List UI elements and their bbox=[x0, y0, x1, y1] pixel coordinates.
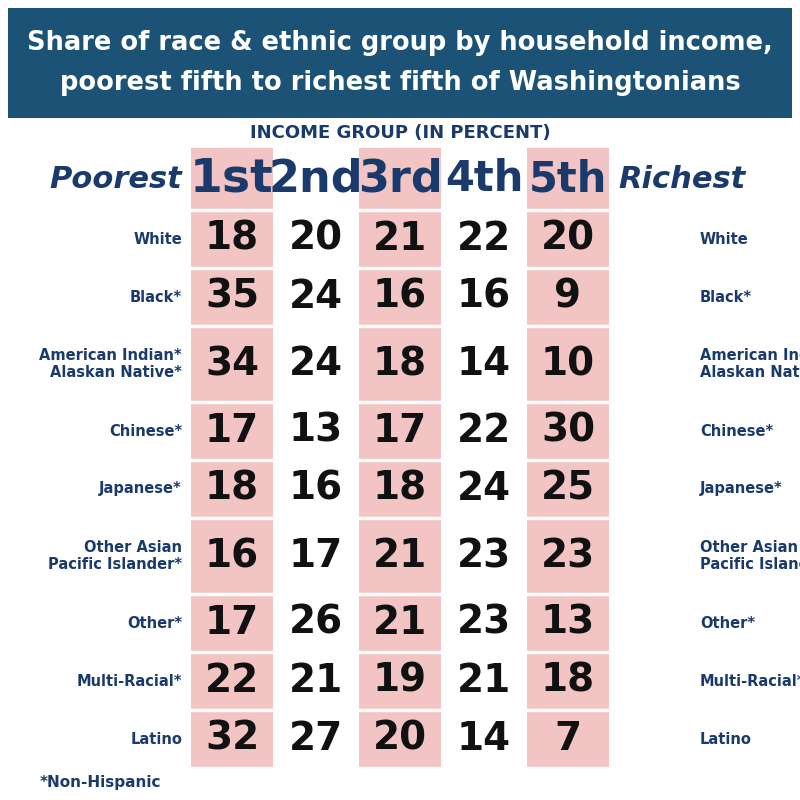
FancyBboxPatch shape bbox=[275, 148, 357, 768]
Text: Black*: Black* bbox=[700, 290, 752, 305]
Text: 17: 17 bbox=[205, 412, 259, 450]
Text: Latino: Latino bbox=[130, 731, 182, 746]
Text: White: White bbox=[700, 231, 749, 246]
Text: 17: 17 bbox=[289, 537, 343, 575]
Text: 20: 20 bbox=[289, 220, 343, 258]
Text: 18: 18 bbox=[373, 470, 427, 508]
Text: Other Asian
Pacific Islander*: Other Asian Pacific Islander* bbox=[700, 540, 800, 572]
Text: 9: 9 bbox=[554, 278, 582, 316]
Text: 26: 26 bbox=[289, 604, 343, 642]
Text: 2nd: 2nd bbox=[269, 158, 363, 201]
Text: INCOME GROUP (IN PERCENT): INCOME GROUP (IN PERCENT) bbox=[250, 124, 550, 142]
Text: 14: 14 bbox=[457, 720, 511, 758]
Text: 23: 23 bbox=[457, 537, 511, 575]
Text: Other*: Other* bbox=[700, 615, 755, 630]
Text: 3rd: 3rd bbox=[358, 158, 442, 201]
Text: 21: 21 bbox=[289, 662, 343, 700]
Text: 17: 17 bbox=[205, 604, 259, 642]
Text: 4th: 4th bbox=[445, 158, 523, 200]
Text: 17: 17 bbox=[373, 412, 427, 450]
Text: Other*: Other* bbox=[127, 615, 182, 630]
Text: 23: 23 bbox=[541, 537, 595, 575]
Text: 18: 18 bbox=[373, 345, 427, 383]
FancyBboxPatch shape bbox=[443, 148, 525, 768]
Text: American Indian*
Alaskan Native*: American Indian* Alaskan Native* bbox=[39, 348, 182, 380]
Text: 13: 13 bbox=[289, 412, 343, 450]
Text: 20: 20 bbox=[541, 220, 595, 258]
Text: 22: 22 bbox=[457, 412, 511, 450]
Text: 22: 22 bbox=[457, 220, 511, 258]
Text: 19: 19 bbox=[373, 662, 427, 700]
Text: 18: 18 bbox=[205, 220, 259, 258]
Text: 25: 25 bbox=[541, 470, 595, 508]
Text: 18: 18 bbox=[541, 662, 595, 700]
Text: 21: 21 bbox=[373, 604, 427, 642]
Text: 21: 21 bbox=[373, 537, 427, 575]
Text: Chinese*: Chinese* bbox=[109, 423, 182, 438]
Text: 27: 27 bbox=[289, 720, 343, 758]
Text: 21: 21 bbox=[373, 220, 427, 258]
Text: 7: 7 bbox=[554, 720, 582, 758]
FancyBboxPatch shape bbox=[191, 148, 273, 768]
FancyBboxPatch shape bbox=[8, 8, 792, 118]
Text: 20: 20 bbox=[373, 720, 427, 758]
Text: Richest: Richest bbox=[618, 165, 746, 194]
Text: 16: 16 bbox=[289, 470, 343, 508]
Text: 34: 34 bbox=[205, 345, 259, 383]
Text: Multi-Racial*: Multi-Racial* bbox=[77, 674, 182, 689]
Text: *Non-Hispanic: *Non-Hispanic bbox=[40, 775, 162, 790]
Text: Other Asian
Pacific Islander*: Other Asian Pacific Islander* bbox=[48, 540, 182, 572]
Text: 16: 16 bbox=[373, 278, 427, 316]
Text: 16: 16 bbox=[205, 537, 259, 575]
Text: Japanese*: Japanese* bbox=[99, 482, 182, 497]
Text: Chinese*: Chinese* bbox=[700, 423, 774, 438]
Text: 22: 22 bbox=[205, 662, 259, 700]
Text: 13: 13 bbox=[541, 604, 595, 642]
Text: 35: 35 bbox=[205, 278, 259, 316]
Text: White: White bbox=[134, 231, 182, 246]
Text: 23: 23 bbox=[457, 604, 511, 642]
Text: 24: 24 bbox=[457, 470, 511, 508]
Text: Black*: Black* bbox=[130, 290, 182, 305]
Text: 32: 32 bbox=[205, 720, 259, 758]
Text: 14: 14 bbox=[457, 345, 511, 383]
FancyBboxPatch shape bbox=[527, 148, 609, 768]
Text: 21: 21 bbox=[457, 662, 511, 700]
Text: 30: 30 bbox=[541, 412, 595, 450]
Text: 5th: 5th bbox=[529, 158, 607, 200]
Text: American Indian*
Alaskan Native*: American Indian* Alaskan Native* bbox=[700, 348, 800, 380]
Text: Latino: Latino bbox=[700, 731, 752, 746]
Text: 1st: 1st bbox=[190, 157, 274, 202]
Text: 24: 24 bbox=[289, 278, 343, 316]
FancyBboxPatch shape bbox=[359, 148, 441, 768]
Text: Poorest: Poorest bbox=[50, 165, 182, 194]
Text: poorest fifth to richest fifth of Washingtonians: poorest fifth to richest fifth of Washin… bbox=[60, 70, 740, 96]
Text: Multi-Racial*: Multi-Racial* bbox=[700, 674, 800, 689]
Text: 16: 16 bbox=[457, 278, 511, 316]
Text: Japanese*: Japanese* bbox=[700, 482, 782, 497]
Text: 24: 24 bbox=[289, 345, 343, 383]
Text: Share of race & ethnic group by household income,: Share of race & ethnic group by househol… bbox=[27, 30, 773, 56]
Text: 10: 10 bbox=[541, 345, 595, 383]
Text: 18: 18 bbox=[205, 470, 259, 508]
